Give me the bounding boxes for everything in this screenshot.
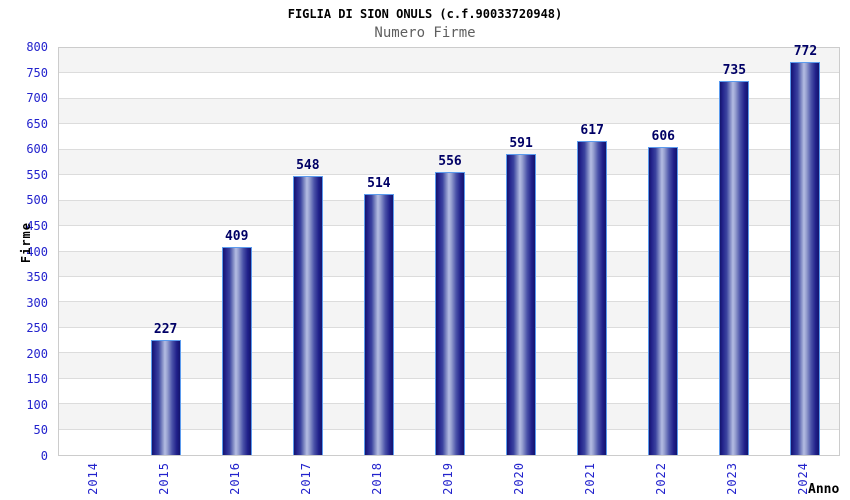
bar xyxy=(577,141,608,455)
x-tick-label: 2017 xyxy=(298,462,313,495)
y-tick-label: 550 xyxy=(26,167,48,182)
grid-band xyxy=(59,48,839,74)
y-tick-label: 150 xyxy=(26,372,48,387)
x-tick-label: 2015 xyxy=(156,462,171,495)
gridline xyxy=(59,97,839,99)
gridline xyxy=(59,72,839,74)
y-tick-label: 700 xyxy=(26,91,48,106)
y-tick-label: 300 xyxy=(26,295,48,310)
chart-subtitle: Numero Firme xyxy=(374,25,476,41)
bar xyxy=(435,172,465,455)
grid-band xyxy=(59,124,839,150)
x-tick-label: 2023 xyxy=(725,462,740,495)
x-tick-label: 2018 xyxy=(369,462,384,495)
bar-value-label: 227 xyxy=(153,321,178,337)
bar-value-label: 409 xyxy=(224,228,249,244)
x-axis-title: Anno xyxy=(808,482,840,497)
bar-value-label: 514 xyxy=(367,175,391,191)
bar xyxy=(506,154,537,455)
bar xyxy=(648,146,679,455)
bar-value-label: 606 xyxy=(651,128,675,144)
y-tick-label: 350 xyxy=(26,270,48,285)
y-tick-label: 450 xyxy=(26,218,48,233)
x-tick-label: 2019 xyxy=(441,462,455,495)
x-tick-label: 2022 xyxy=(654,462,669,495)
y-tick-label: 600 xyxy=(26,142,48,157)
bar xyxy=(719,81,750,455)
bar xyxy=(790,62,821,455)
bar xyxy=(150,339,181,455)
y-tick-label: 0 xyxy=(40,449,48,463)
plot-area: 227 409 548 514 556 591 617 606 735 772 xyxy=(58,44,840,456)
y-tick-label: 500 xyxy=(26,193,48,208)
chart-title: FIGLIA DI SION ONULS (c.f.90033720948) xyxy=(287,7,563,21)
y-tick-label: 750 xyxy=(26,65,48,80)
grid-band xyxy=(59,73,839,99)
bar-value-label: 556 xyxy=(438,154,462,170)
x-tick-label: 2014 xyxy=(85,462,100,495)
bar xyxy=(221,246,252,455)
bar-value-label: 772 xyxy=(793,44,818,60)
y-tick-label: 400 xyxy=(26,244,48,259)
bar xyxy=(292,176,323,455)
y-tick-label: 100 xyxy=(26,397,48,412)
y-tick-label: 50 xyxy=(33,423,48,438)
y-tick-label: 200 xyxy=(26,346,48,361)
x-tick-label: 2020 xyxy=(512,462,527,495)
bar-value-label: 548 xyxy=(296,158,320,174)
bar-value-label: 591 xyxy=(509,136,533,152)
y-axis-title: Firme xyxy=(19,222,33,264)
y-tick-label: 650 xyxy=(26,116,48,131)
bar xyxy=(363,193,394,455)
bar-value-label: 735 xyxy=(722,63,747,79)
bar-value-label: 617 xyxy=(580,123,604,139)
gridline xyxy=(59,148,839,150)
x-tick-label: 2021 xyxy=(583,462,598,495)
y-tick-label: 250 xyxy=(26,321,48,336)
grid-band xyxy=(59,98,839,125)
x-tick-label: 2016 xyxy=(227,462,242,495)
gridline xyxy=(59,123,839,125)
grid-band xyxy=(59,149,839,176)
y-tick-label: 800 xyxy=(26,40,48,54)
